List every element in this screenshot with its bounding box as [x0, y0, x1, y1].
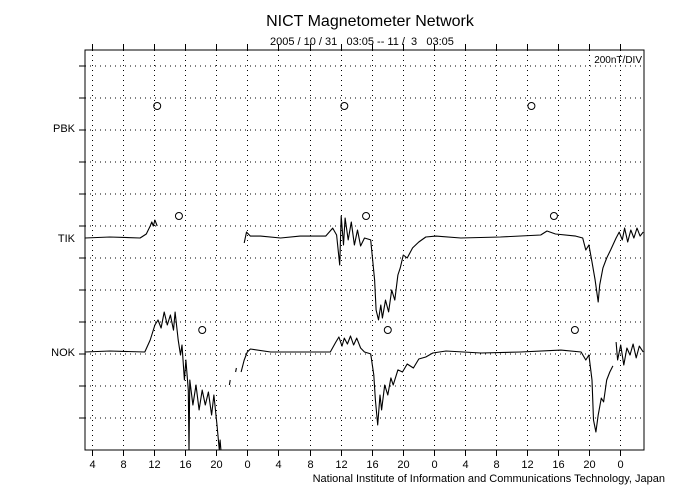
x-tick-label: 12: [521, 459, 533, 471]
x-tick-label: 12: [148, 459, 160, 471]
series-group: [84, 102, 644, 451]
scale-label: 200nT/DIV: [594, 55, 642, 66]
x-tick-label: 4: [275, 459, 281, 471]
footer-credit: National Institute of Information and Co…: [313, 473, 665, 485]
x-tick-label: 8: [493, 459, 499, 471]
x-tick-label: 16: [366, 459, 378, 471]
marker-tik: [174, 212, 183, 220]
x-tick-label: 20: [583, 459, 595, 471]
marker-nok: [198, 326, 207, 334]
marker-pbk: [153, 102, 162, 110]
x-tick-label: 20: [397, 459, 409, 471]
x-tick-label: 20: [210, 459, 222, 471]
x-tick-label: 16: [179, 459, 191, 471]
x-tick-label: 0: [244, 459, 250, 471]
x-tick-label: 12: [335, 459, 347, 471]
marker-nok: [383, 326, 392, 334]
grid: [85, 50, 644, 450]
trace-tik: [84, 215, 644, 321]
marker-tik: [362, 212, 371, 220]
x-tick-label: 4: [89, 459, 95, 471]
chart-subtitle: 2005 / 10 / 31 03:05 -- 11 / 3 03:05: [270, 36, 454, 48]
x-tick-label: 0: [431, 459, 437, 471]
station-label-pbk: PBK: [53, 123, 76, 135]
marker-nok: [570, 326, 579, 334]
marker-pbk: [340, 102, 349, 110]
chart-title: NICT Magnetometer Network: [266, 13, 475, 30]
trace-nok: [84, 311, 644, 451]
x-tick-label: 0: [617, 459, 623, 471]
marker-tik: [549, 212, 558, 220]
plot-frame: [84, 49, 645, 451]
axis-ticks: 4 8 12 16 20 0 4 8 12 16 20 0 4 8 12 16 20 0 PBK TIK NOK: [51, 44, 624, 471]
marker-pbk: [527, 102, 536, 110]
x-tick-label: 16: [552, 459, 564, 471]
station-label-tik: TIK: [58, 233, 76, 245]
station-label-nok: NOK: [51, 347, 76, 359]
x-tick-label: 8: [307, 459, 313, 471]
x-tick-label: 4: [462, 459, 468, 471]
x-tick-label: 8: [120, 459, 126, 471]
